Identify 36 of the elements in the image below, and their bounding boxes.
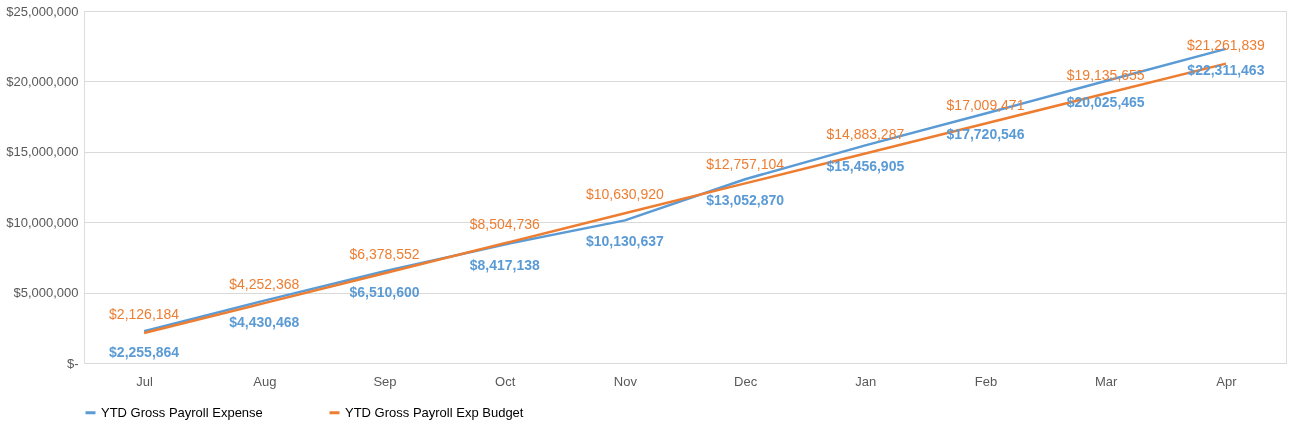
x-tick-label: Apr bbox=[1216, 373, 1238, 389]
y-tick-label: $10,000,000 bbox=[6, 214, 79, 230]
x-tick-label: Mar bbox=[1095, 373, 1119, 389]
y-tick-label: $25,000,000 bbox=[6, 3, 79, 19]
x-tick-label: Dec bbox=[734, 373, 758, 389]
data-label: $17,720,546 bbox=[946, 126, 1025, 143]
data-label: $20,025,465 bbox=[1066, 94, 1145, 111]
data-label: $2,126,184 bbox=[109, 306, 180, 323]
data-label: $10,630,920 bbox=[585, 186, 665, 203]
x-tick-label: Jul bbox=[136, 373, 154, 389]
y-tick-label: $5,000,000 bbox=[13, 285, 79, 301]
x-tick-label: Aug bbox=[253, 373, 277, 389]
data-label: $21,261,839 bbox=[1186, 36, 1266, 53]
data-label: $4,430,468 bbox=[229, 313, 300, 330]
data-label: $10,130,637 bbox=[585, 233, 665, 250]
x-tick-label: Sep bbox=[373, 373, 397, 389]
data-label: $8,417,138 bbox=[469, 257, 540, 274]
data-label: $15,456,905 bbox=[826, 158, 905, 175]
y-tick-label: $- bbox=[66, 355, 79, 371]
data-label: $6,510,600 bbox=[349, 284, 420, 301]
y-tick-label: $20,000,000 bbox=[6, 73, 79, 89]
data-label: $13,052,870 bbox=[706, 192, 785, 209]
x-tick-label: Oct bbox=[495, 373, 516, 389]
x-tick-label: Nov bbox=[613, 373, 638, 389]
data-label: $14,883,287 bbox=[826, 126, 905, 143]
data-label: $4,252,368 bbox=[229, 276, 300, 293]
data-label: $17,009,471 bbox=[946, 96, 1025, 113]
y-tick-label: $15,000,000 bbox=[6, 144, 79, 160]
x-tick-label: Jan bbox=[855, 373, 877, 389]
x-tick-label: Feb bbox=[974, 373, 998, 389]
legend-label: YTD Gross Payroll Exp Budget bbox=[345, 404, 524, 420]
data-label: $12,757,104 bbox=[706, 156, 785, 173]
data-label: $2,255,864 bbox=[109, 344, 180, 361]
data-label: $6,378,552 bbox=[349, 246, 420, 263]
data-label: $8,504,736 bbox=[469, 216, 540, 233]
legend-label: YTD Gross Payroll Expense bbox=[101, 404, 263, 420]
